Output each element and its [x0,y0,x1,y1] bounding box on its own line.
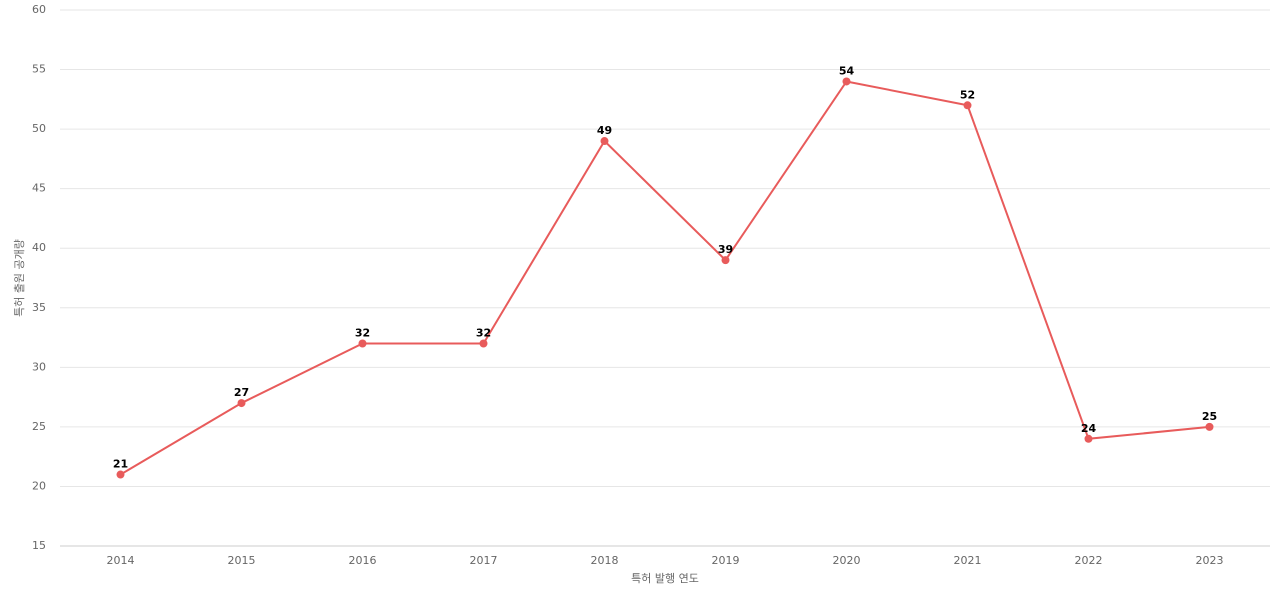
x-tick-label: 2020 [833,554,861,567]
y-tick-label: 50 [32,122,46,135]
point [1084,434,1093,443]
y-tick-label: 45 [32,182,46,195]
value-label: 27 [234,386,249,399]
value-label: 39 [718,243,733,256]
y-tick-label: 25 [32,420,46,433]
line [119,80,1210,476]
value-label: 25 [1202,410,1217,423]
x-tick-label: 2014 [107,554,135,567]
value-label: 32 [476,327,491,340]
value-label: 54 [839,64,855,77]
x-tick-label: 2021 [954,554,982,567]
point [116,470,125,479]
value-label: 32 [355,327,370,340]
y-tick-label: 35 [32,301,46,314]
value-label: 49 [597,124,612,137]
x-axis-label: 특허 발행 연도 [631,572,699,585]
point [963,101,972,110]
y-tick-label: 15 [32,539,46,552]
y-tick-label: 55 [32,63,46,76]
point [1205,422,1214,431]
point [358,339,367,348]
point [721,256,730,265]
y-tick-label: 30 [32,360,46,373]
x-tick-label: 2019 [712,554,740,567]
y-tick-label: 60 [32,3,46,16]
x-tick-label: 2023 [1196,554,1224,567]
y-axis-label: 특허 출원 공개량 [13,239,26,317]
x-tick-label: 2018 [591,554,619,567]
x-tick-label: 2022 [1075,554,1103,567]
point [600,137,609,146]
point [842,77,851,86]
point [237,399,246,408]
y-tick-label: 40 [32,241,46,254]
x-tick-label: 2016 [349,554,377,567]
point [479,339,488,348]
value-label: 52 [960,88,975,101]
value-label: 21 [113,458,128,471]
value-label: 24 [1081,422,1097,435]
x-tick-label: 2015 [228,554,256,567]
x-tick-label: 2017 [470,554,498,567]
y-tick-label: 20 [32,479,46,492]
